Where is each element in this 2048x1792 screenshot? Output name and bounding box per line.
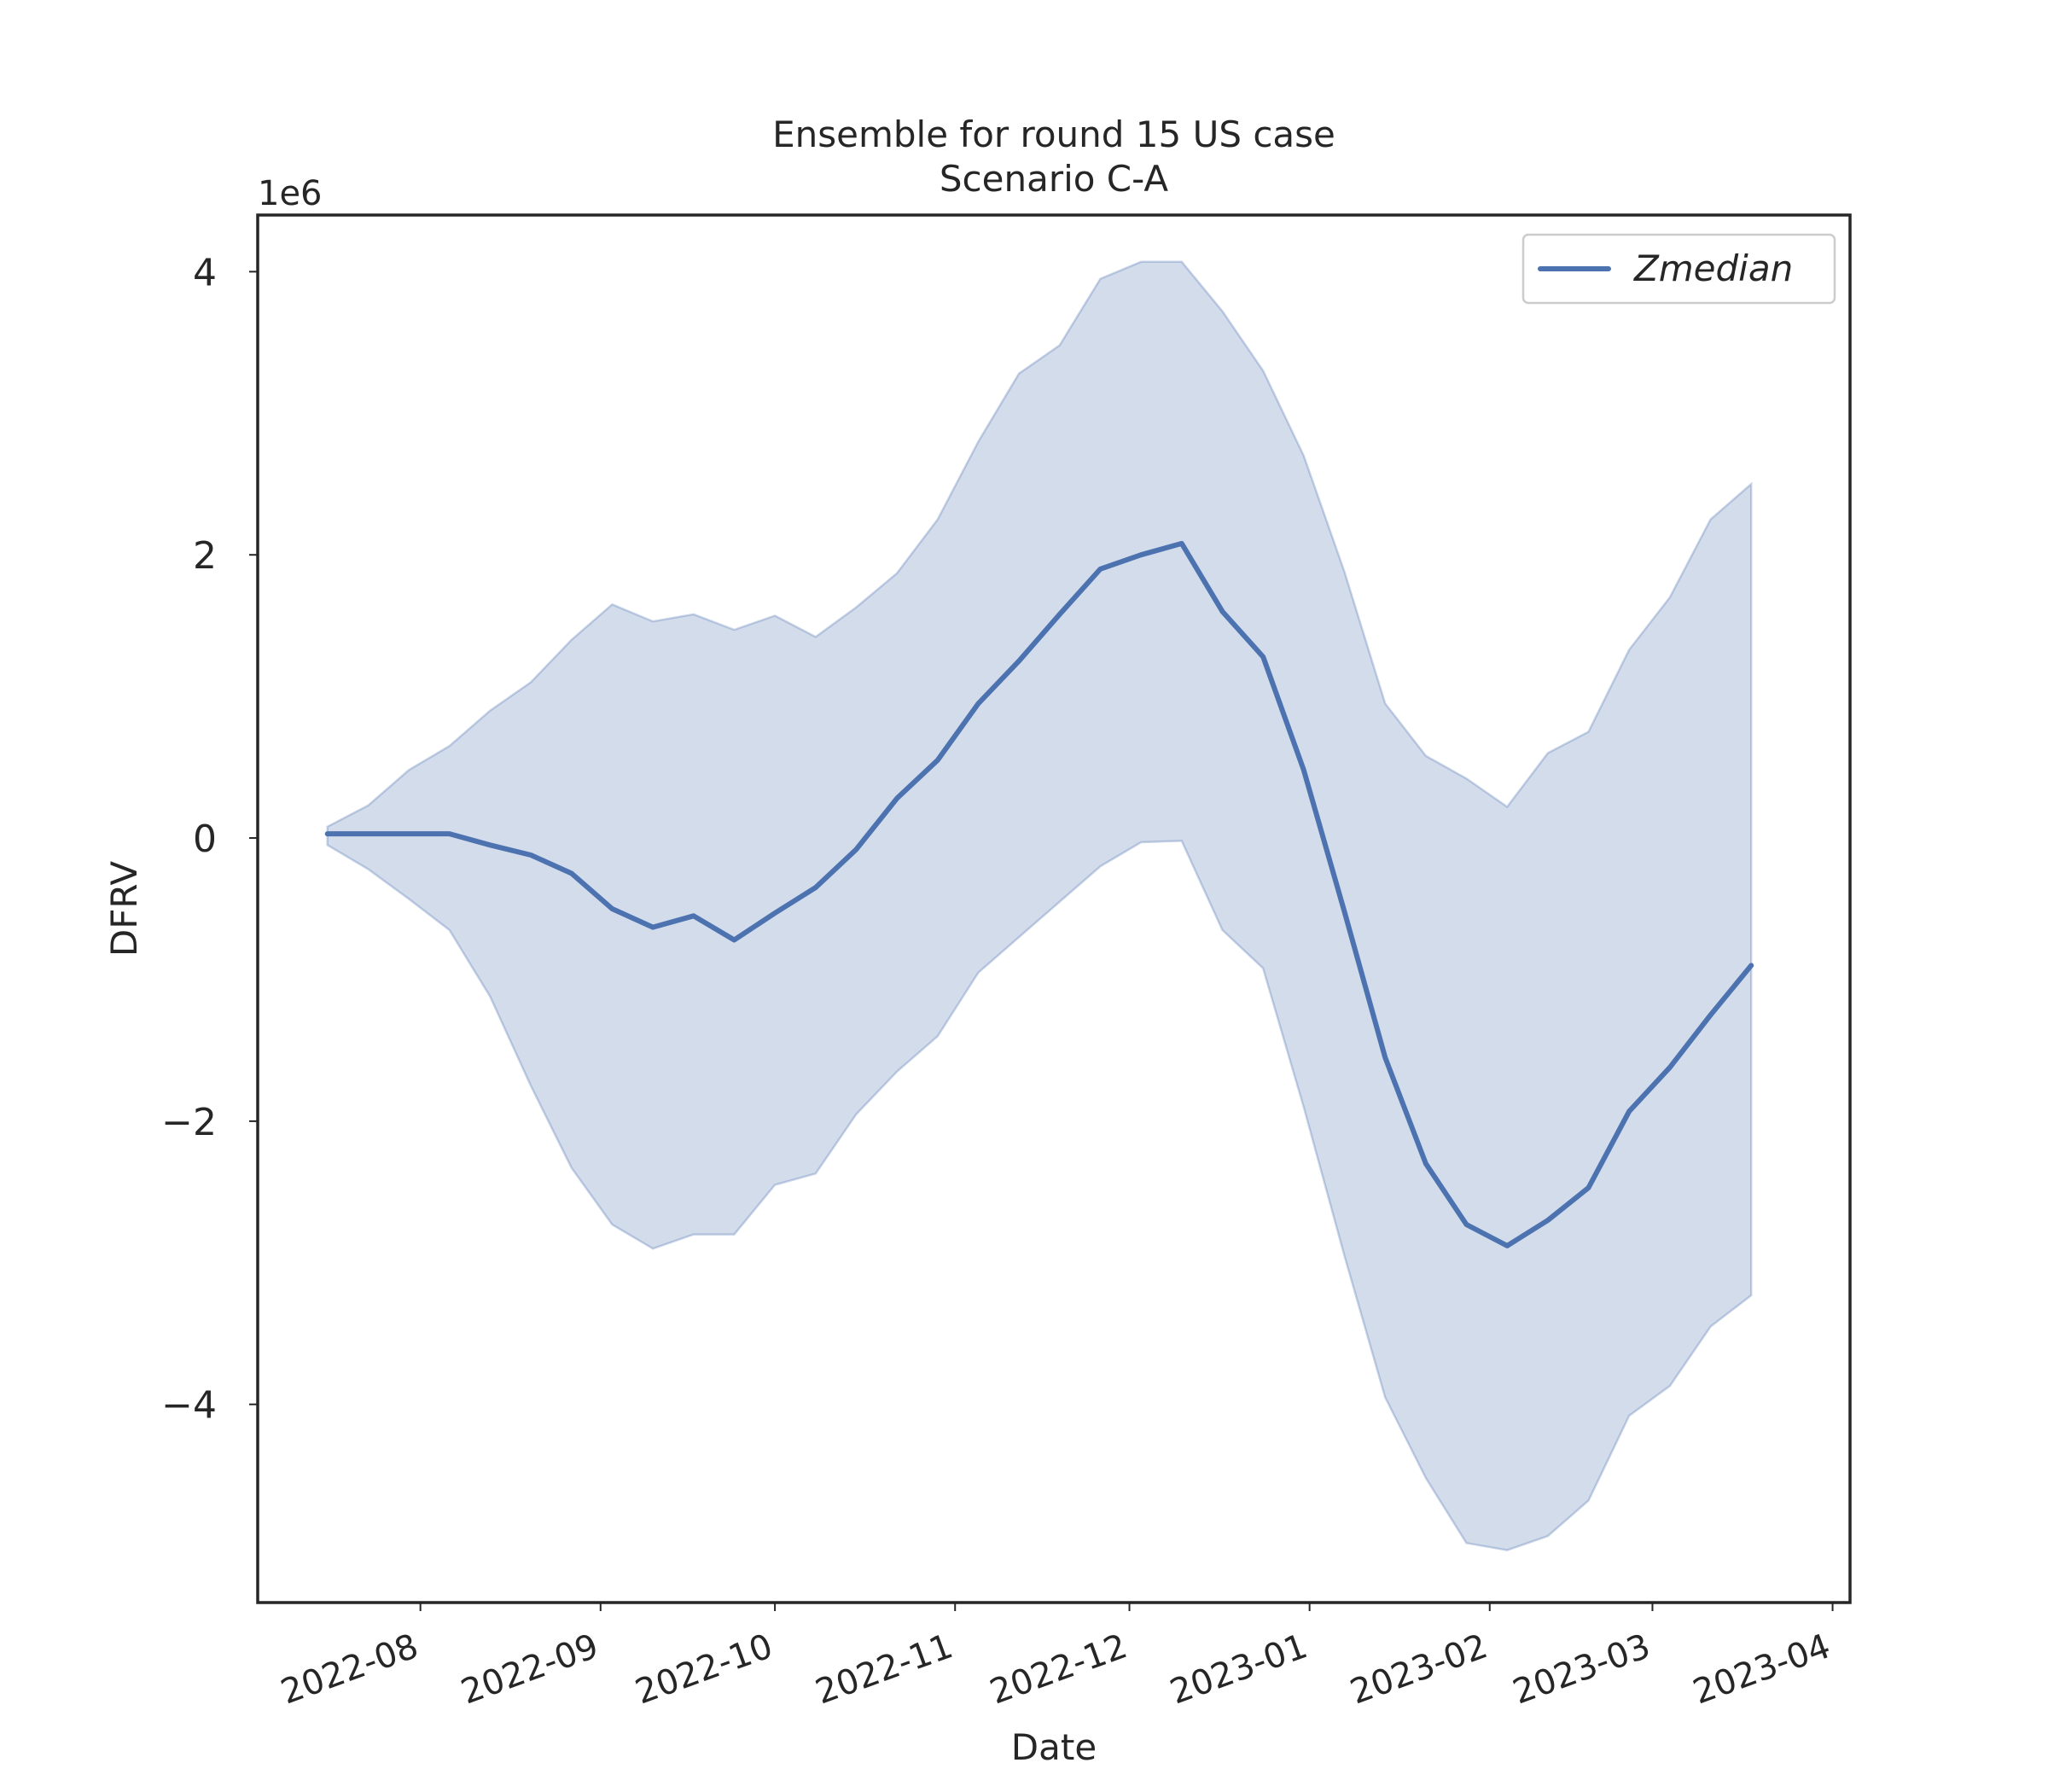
data-point: [609, 906, 614, 911]
data-point: [1342, 909, 1347, 914]
data-point: [406, 831, 411, 836]
x-axis-ticks: 2022-08 2022-09 2022-10 2022-11 2022-12 2023-…: [276, 1603, 1836, 1713]
data-point: [650, 925, 655, 930]
y-axis-label: DFRV: [103, 861, 145, 957]
data-point: [528, 852, 533, 858]
data-point: [1016, 659, 1021, 664]
data-point: [365, 831, 370, 836]
data-point: [813, 885, 818, 890]
data-point: [894, 796, 899, 801]
plot-area: [324, 260, 1754, 1551]
x-tick-label: 2023-03: [1508, 1626, 1655, 1712]
x-tick-label: 2023-02: [1345, 1626, 1492, 1712]
data-point: [1748, 963, 1754, 968]
data-point: [1423, 1161, 1428, 1167]
data-point: [447, 831, 452, 836]
legend: Zmedian: [1521, 233, 1836, 305]
data-point: [731, 938, 736, 943]
y-tick-label: 0: [193, 817, 217, 861]
data-point: [1057, 612, 1062, 617]
x-axis-label: Date: [1011, 1726, 1097, 1768]
data-point: [1138, 552, 1143, 557]
legend-box: [1521, 233, 1836, 305]
data-point: [1260, 655, 1265, 660]
legend-label: Zmedian: [1633, 247, 1793, 289]
data-point: [935, 758, 940, 763]
data-point: [1220, 609, 1225, 614]
data-point: [569, 871, 574, 876]
chart-title: Ensemble for round 15 US case: [772, 113, 1335, 155]
data-point: [1667, 1065, 1673, 1070]
data-point: [325, 831, 330, 836]
y-tick-label: 2: [193, 534, 217, 578]
data-point: [1464, 1222, 1469, 1227]
x-tick-label: 2022-12: [985, 1626, 1132, 1712]
data-point: [976, 701, 981, 706]
data-point: [1586, 1185, 1591, 1190]
data-point: [772, 911, 777, 916]
x-tick-label: 2022-11: [811, 1626, 958, 1712]
data-point: [487, 842, 492, 847]
x-tick-label: 2023-01: [1165, 1626, 1312, 1712]
y-tick-label: −2: [161, 1101, 217, 1144]
y-tick-label: 4: [193, 251, 217, 294]
data-point: [1179, 541, 1184, 546]
data-point: [854, 847, 859, 852]
series-0-band: [326, 260, 1753, 1551]
data-point: [1708, 1012, 1713, 1017]
x-tick-label: 2022-09: [456, 1626, 603, 1712]
data-point: [1626, 1108, 1632, 1114]
axes-frame: [256, 213, 1852, 1604]
data-point: [1545, 1218, 1551, 1223]
data-point: [1098, 567, 1103, 572]
y-axis-ticks: −4 −2 0 2 4: [161, 251, 258, 1428]
x-tick-label: 2022-08: [276, 1626, 423, 1712]
y-tick-label: −4: [161, 1384, 217, 1428]
x-tick-label: 2022-10: [631, 1626, 778, 1712]
data-point: [691, 913, 696, 918]
series-0-line: [324, 540, 1754, 1248]
y-offset-label: 1e6: [258, 174, 323, 213]
data-point: [1382, 1055, 1388, 1060]
data-point: [1504, 1243, 1510, 1248]
x-tick-label: 2023-04: [1688, 1626, 1836, 1712]
chart-subtitle: Scenario C-A: [940, 158, 1168, 200]
data-point: [1301, 767, 1306, 772]
